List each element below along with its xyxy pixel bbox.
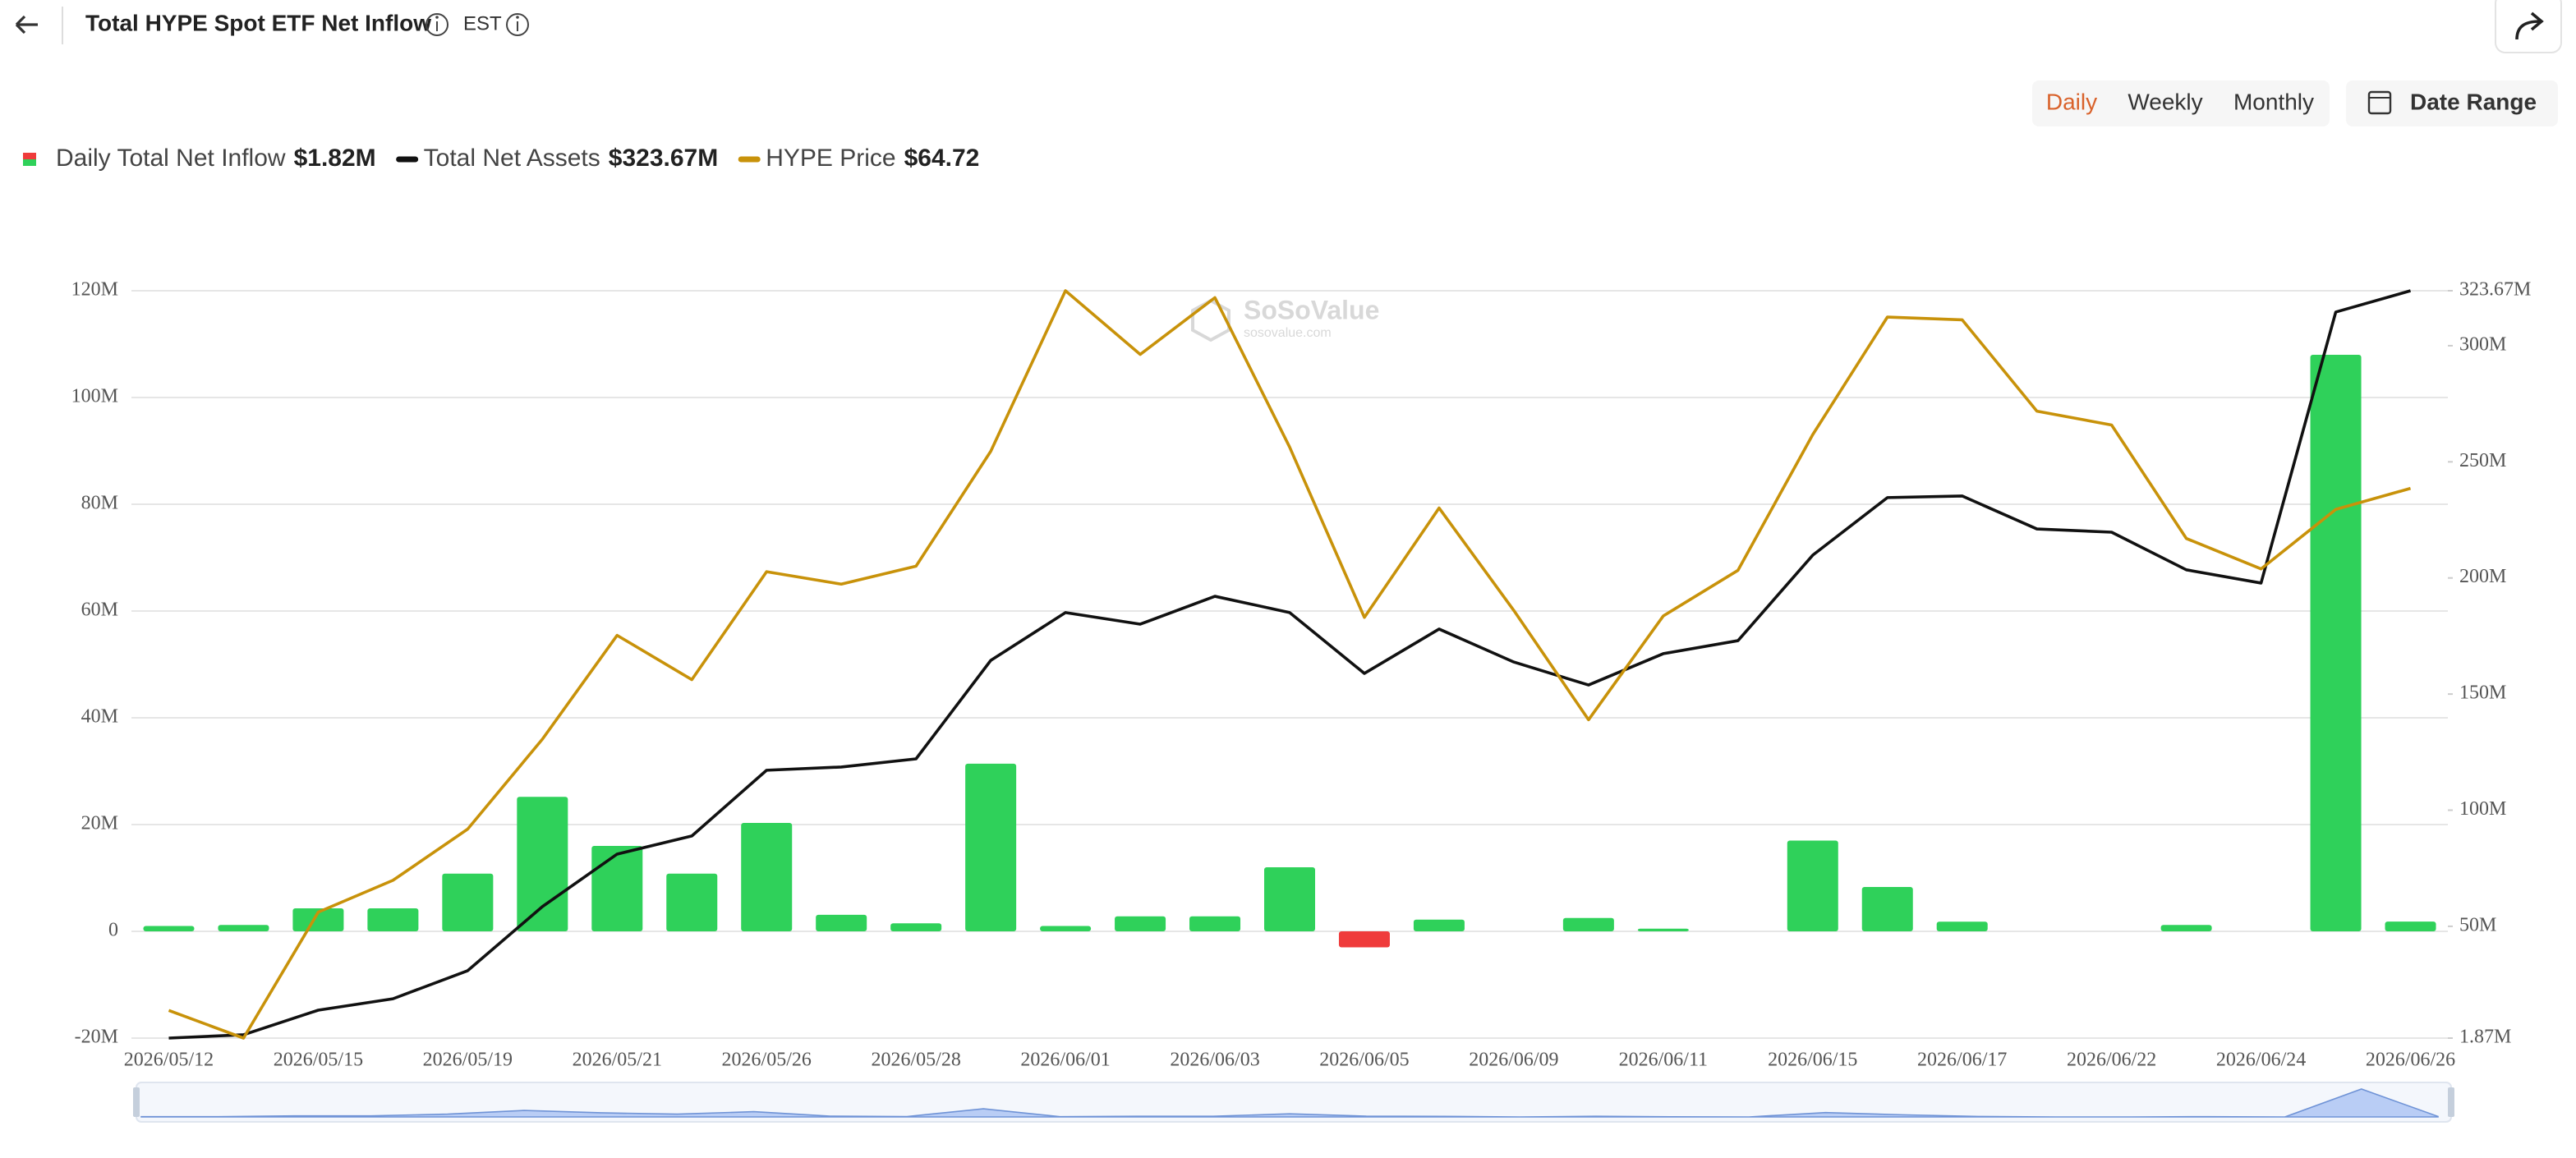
back-button[interactable] <box>15 15 38 34</box>
y2-tick-label: 250M <box>2459 450 2506 471</box>
bar <box>143 926 195 931</box>
date-range-label: Date Range <box>2410 89 2537 114</box>
bar <box>292 908 344 931</box>
y2-tick-label: 100M <box>2459 798 2506 820</box>
bar <box>1189 916 1241 931</box>
x-tick-label: 2026/06/11 <box>1619 1050 1708 1071</box>
y2-tick-label: 50M <box>2459 914 2496 935</box>
y-tick-label: -20M <box>75 1027 118 1048</box>
plot: -20M 0 20M 40M 60M 80M 100M 120M 1.87M 50M 100M 150… <box>71 279 2532 1071</box>
watermark: SoSoValue sosovalue.com <box>1191 295 1379 342</box>
legend-value: $1.82M <box>294 145 376 172</box>
legend-label: Daily Total Net Inflow <box>56 145 286 172</box>
y-tick-label: 80M <box>81 493 118 514</box>
bar <box>1861 887 1913 931</box>
date-range-button[interactable]: Date Range <box>2346 80 2558 126</box>
x-tick-label: 2026/06/15 <box>1768 1050 1857 1071</box>
x-tick-label: 2026/06/01 <box>1020 1050 1110 1071</box>
bar <box>1264 867 1315 931</box>
x-tick-label: 2026/05/19 <box>423 1050 513 1071</box>
bar <box>741 823 793 931</box>
y2-tick-label: 323.67M <box>2459 279 2531 301</box>
page-title: Total HYPE Spot ETF Net Inflow <box>85 10 431 35</box>
y2-tick-label: 200M <box>2459 566 2506 587</box>
line-series <box>168 289 2412 1040</box>
y-tick-label: 20M <box>81 813 118 834</box>
bar <box>890 923 942 931</box>
navigator-handle <box>2448 1087 2454 1117</box>
bar <box>816 914 867 931</box>
top-bar: Total HYPE Spot ETF Net Inflow EST <box>15 0 2562 53</box>
bar <box>2310 355 2362 931</box>
tz-info-icon[interactable] <box>506 13 529 36</box>
bar <box>1787 840 1838 931</box>
y-tick-label: 60M <box>81 600 118 621</box>
bar <box>367 908 419 931</box>
bar <box>1413 919 1465 931</box>
bar <box>1115 916 1166 931</box>
period-button[interactable]: Weekly <box>2128 89 2202 114</box>
x-tick-label: 2026/05/15 <box>274 1050 363 1071</box>
watermark-site: sosovalue.com <box>1244 326 1332 340</box>
y2-tick-label: 1.87M <box>2459 1027 2511 1048</box>
legend-value: $323.67M <box>609 145 718 172</box>
bar <box>1338 931 1390 948</box>
navigator[interactable] <box>133 1082 2454 1123</box>
period-button[interactable]: Daily <box>2046 89 2097 114</box>
y2-tick-label: 300M <box>2459 333 2506 355</box>
info-icon[interactable] <box>426 13 448 36</box>
x-tick-label: 2026/06/22 <box>2067 1050 2156 1071</box>
x-tick-label: 2026/05/28 <box>871 1050 960 1071</box>
legend-swatch <box>23 159 36 166</box>
y-tick-label: 40M <box>81 706 118 728</box>
navigator-handle <box>133 1087 140 1117</box>
bar <box>666 873 718 931</box>
legend-label: Total Net Assets <box>424 145 600 172</box>
bar <box>1562 917 1614 931</box>
x-tick-label: 2026/06/05 <box>1319 1050 1409 1071</box>
bar <box>1936 921 1988 931</box>
x-tick-label: 2026/05/21 <box>573 1050 662 1071</box>
line-series <box>168 289 2412 1040</box>
timezone: EST <box>463 12 502 34</box>
x-tick-label: 2026/06/03 <box>1170 1050 1259 1071</box>
bar <box>591 846 643 931</box>
legend-value: $64.72 <box>904 145 980 172</box>
bar <box>218 925 269 931</box>
period-group <box>2032 80 2330 126</box>
bar <box>2385 921 2436 931</box>
navigator-area <box>140 1088 2439 1118</box>
x-tick-label: 2026/06/26 <box>2366 1050 2455 1071</box>
period-controls: Daily Weekly Monthly Date Range <box>2032 80 2558 126</box>
bar <box>1637 928 1689 931</box>
bar <box>517 797 568 931</box>
y-tick-label: 0 <box>108 920 118 941</box>
legend-label: HYPE Price <box>766 145 895 172</box>
bar <box>2160 925 2212 931</box>
legend: Daily Total Net Inflow $1.82M Total Net As… <box>23 145 979 172</box>
x-tick-label: 2026/05/26 <box>722 1050 812 1071</box>
bar <box>965 763 1017 931</box>
y-tick-label: 120M <box>71 279 118 301</box>
bar <box>1040 926 1092 931</box>
share-button[interactable] <box>2495 0 2562 53</box>
legend-swatch <box>23 153 36 159</box>
y2-tick-label: 150M <box>2459 682 2506 704</box>
x-tick-label: 2026/06/24 <box>2216 1050 2306 1071</box>
period-button[interactable]: Monthly <box>2233 89 2314 114</box>
x-tick-label: 2026/06/09 <box>1469 1050 1558 1071</box>
x-tick-label: 2026/05/12 <box>124 1050 214 1071</box>
x-tick-label: 2026/06/17 <box>1917 1050 2007 1071</box>
y-tick-label: 100M <box>71 386 118 407</box>
bar <box>442 873 494 931</box>
watermark-brand: SoSoValue <box>1244 295 1379 324</box>
